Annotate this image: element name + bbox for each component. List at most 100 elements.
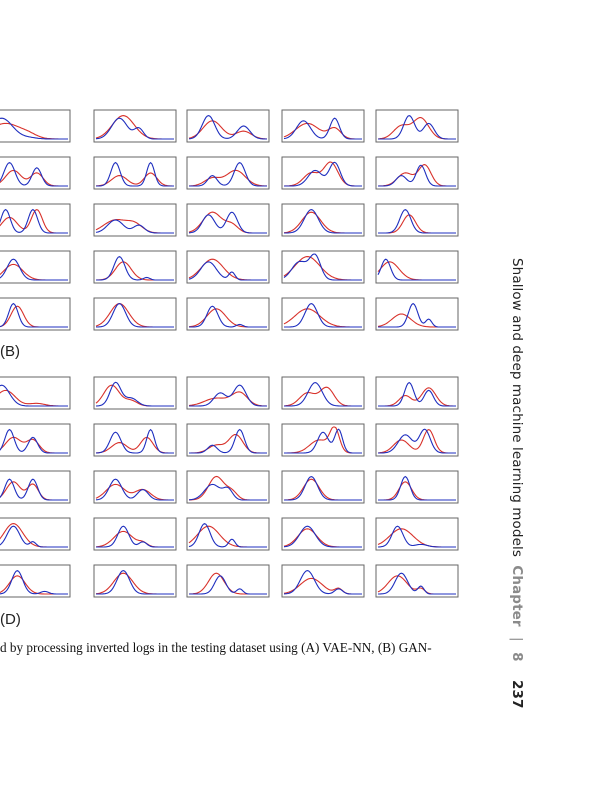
subplot-d-1-3 bbox=[186, 376, 270, 410]
subplot-frame bbox=[281, 156, 365, 190]
subplot-b-5-1 bbox=[0, 297, 71, 331]
subplot-d-3-3 bbox=[186, 470, 270, 504]
series-line-blue bbox=[284, 161, 362, 187]
series-line-blue bbox=[284, 303, 362, 328]
subplot-d-1-4 bbox=[281, 376, 365, 410]
subplot-b-3-3 bbox=[186, 203, 270, 237]
series-line-red bbox=[377, 428, 456, 454]
subplot-b-2-2 bbox=[93, 156, 177, 190]
subplot-b-4-3 bbox=[186, 250, 270, 284]
series-line-blue bbox=[0, 161, 68, 187]
subplot-d-4-2 bbox=[93, 517, 177, 551]
subplot-frame bbox=[281, 297, 365, 331]
series-line-blue bbox=[95, 381, 174, 407]
subplot-b-2-3 bbox=[186, 156, 270, 190]
subplot-frame bbox=[0, 109, 71, 143]
subplot-d-2-3 bbox=[186, 423, 270, 457]
series-line-blue bbox=[284, 476, 362, 501]
series-line-blue bbox=[0, 525, 68, 548]
series-line-red bbox=[283, 122, 362, 140]
series-line-blue bbox=[0, 384, 68, 407]
subplot-d-3-4 bbox=[281, 470, 365, 504]
series-line-blue bbox=[189, 384, 267, 407]
series-line-blue bbox=[378, 381, 456, 407]
subplot-d-3-1 bbox=[0, 470, 71, 504]
series-line-blue bbox=[378, 302, 456, 328]
series-line-blue bbox=[0, 208, 68, 234]
subplot-b-4-2 bbox=[93, 250, 177, 284]
series-line-blue bbox=[95, 219, 174, 234]
series-line-red bbox=[189, 169, 267, 187]
series-line-blue bbox=[283, 525, 362, 548]
series-line-blue bbox=[95, 428, 174, 454]
subplot-frame bbox=[186, 517, 270, 551]
series-line-blue bbox=[189, 575, 267, 595]
series-line-blue bbox=[96, 303, 174, 328]
running-header-title: Shallow and deep machine learning models bbox=[509, 258, 525, 557]
subplot-b-3-2 bbox=[93, 203, 177, 237]
series-line-blue bbox=[284, 382, 362, 407]
series-line-blue bbox=[189, 428, 267, 454]
subplot-b-1-5 bbox=[375, 109, 459, 143]
subplot-frame bbox=[93, 470, 177, 504]
running-header-separator: | bbox=[509, 637, 525, 642]
subplot-d-4-3 bbox=[186, 517, 270, 551]
subplot-d-5-4 bbox=[281, 564, 365, 598]
series-line-red bbox=[95, 172, 174, 187]
subplot-d-2-4 bbox=[281, 423, 365, 457]
subplot-frame bbox=[375, 109, 459, 143]
series-line-blue bbox=[283, 570, 362, 595]
series-line-blue bbox=[284, 209, 362, 234]
series-line-blue bbox=[378, 208, 456, 234]
subplot-b-5-3 bbox=[186, 297, 270, 331]
figure-plot-grid bbox=[0, 109, 459, 598]
subplot-frame bbox=[375, 297, 459, 331]
subplot-b-5-4 bbox=[281, 297, 365, 331]
subplot-frame bbox=[375, 470, 459, 504]
subplot-d-1-5 bbox=[375, 376, 459, 410]
subplot-d-1-2 bbox=[93, 376, 177, 410]
subplot-b-1-1 bbox=[0, 109, 71, 143]
series-line-blue bbox=[189, 161, 267, 187]
subplot-d-2-2 bbox=[93, 423, 177, 457]
subplot-b-4-5 bbox=[375, 250, 459, 284]
subplot-frame bbox=[281, 517, 365, 551]
series-line-blue bbox=[96, 525, 174, 548]
subplot-frame bbox=[93, 423, 177, 457]
subplot-b-2-5 bbox=[375, 156, 459, 190]
series-line-blue bbox=[377, 525, 456, 548]
subplot-frame bbox=[0, 203, 71, 237]
subplot-frame bbox=[281, 109, 365, 143]
subplot-b-1-4 bbox=[281, 109, 365, 143]
series-line-blue bbox=[95, 117, 174, 140]
subplot-d-5-2 bbox=[93, 564, 177, 598]
series-line-blue bbox=[0, 117, 68, 140]
subplot-frame bbox=[93, 564, 177, 598]
subplot-frame bbox=[281, 250, 365, 284]
subplot-b-5-2 bbox=[93, 297, 177, 331]
subplot-b-1-3 bbox=[186, 109, 270, 143]
subplot-b-5-5 bbox=[375, 297, 459, 331]
subplot-d-5-1 bbox=[0, 564, 71, 598]
subplot-d-3-2 bbox=[93, 470, 177, 504]
series-line-blue bbox=[283, 253, 362, 281]
series-line-blue bbox=[188, 211, 267, 234]
subplot-frame bbox=[93, 376, 177, 410]
subplot-b-3-4 bbox=[281, 203, 365, 237]
series-line-blue bbox=[96, 570, 174, 595]
subplot-d-1-1 bbox=[0, 376, 71, 410]
subplot-frame bbox=[186, 297, 270, 331]
subplot-d-4-1 bbox=[0, 517, 71, 551]
subplot-frame bbox=[375, 376, 459, 410]
series-line-blue bbox=[0, 258, 68, 281]
series-line-blue bbox=[188, 522, 267, 548]
subplot-d-3-5 bbox=[375, 470, 459, 504]
series-line-blue bbox=[189, 305, 267, 328]
series-line-blue bbox=[0, 569, 68, 595]
series-line-blue bbox=[378, 572, 456, 595]
subplot-d-4-4 bbox=[281, 517, 365, 551]
subplot-b-1-2 bbox=[93, 109, 177, 143]
subplot-d-5-5 bbox=[375, 564, 459, 598]
subplot-frame bbox=[281, 423, 365, 457]
subplot-d-5-3 bbox=[186, 564, 270, 598]
